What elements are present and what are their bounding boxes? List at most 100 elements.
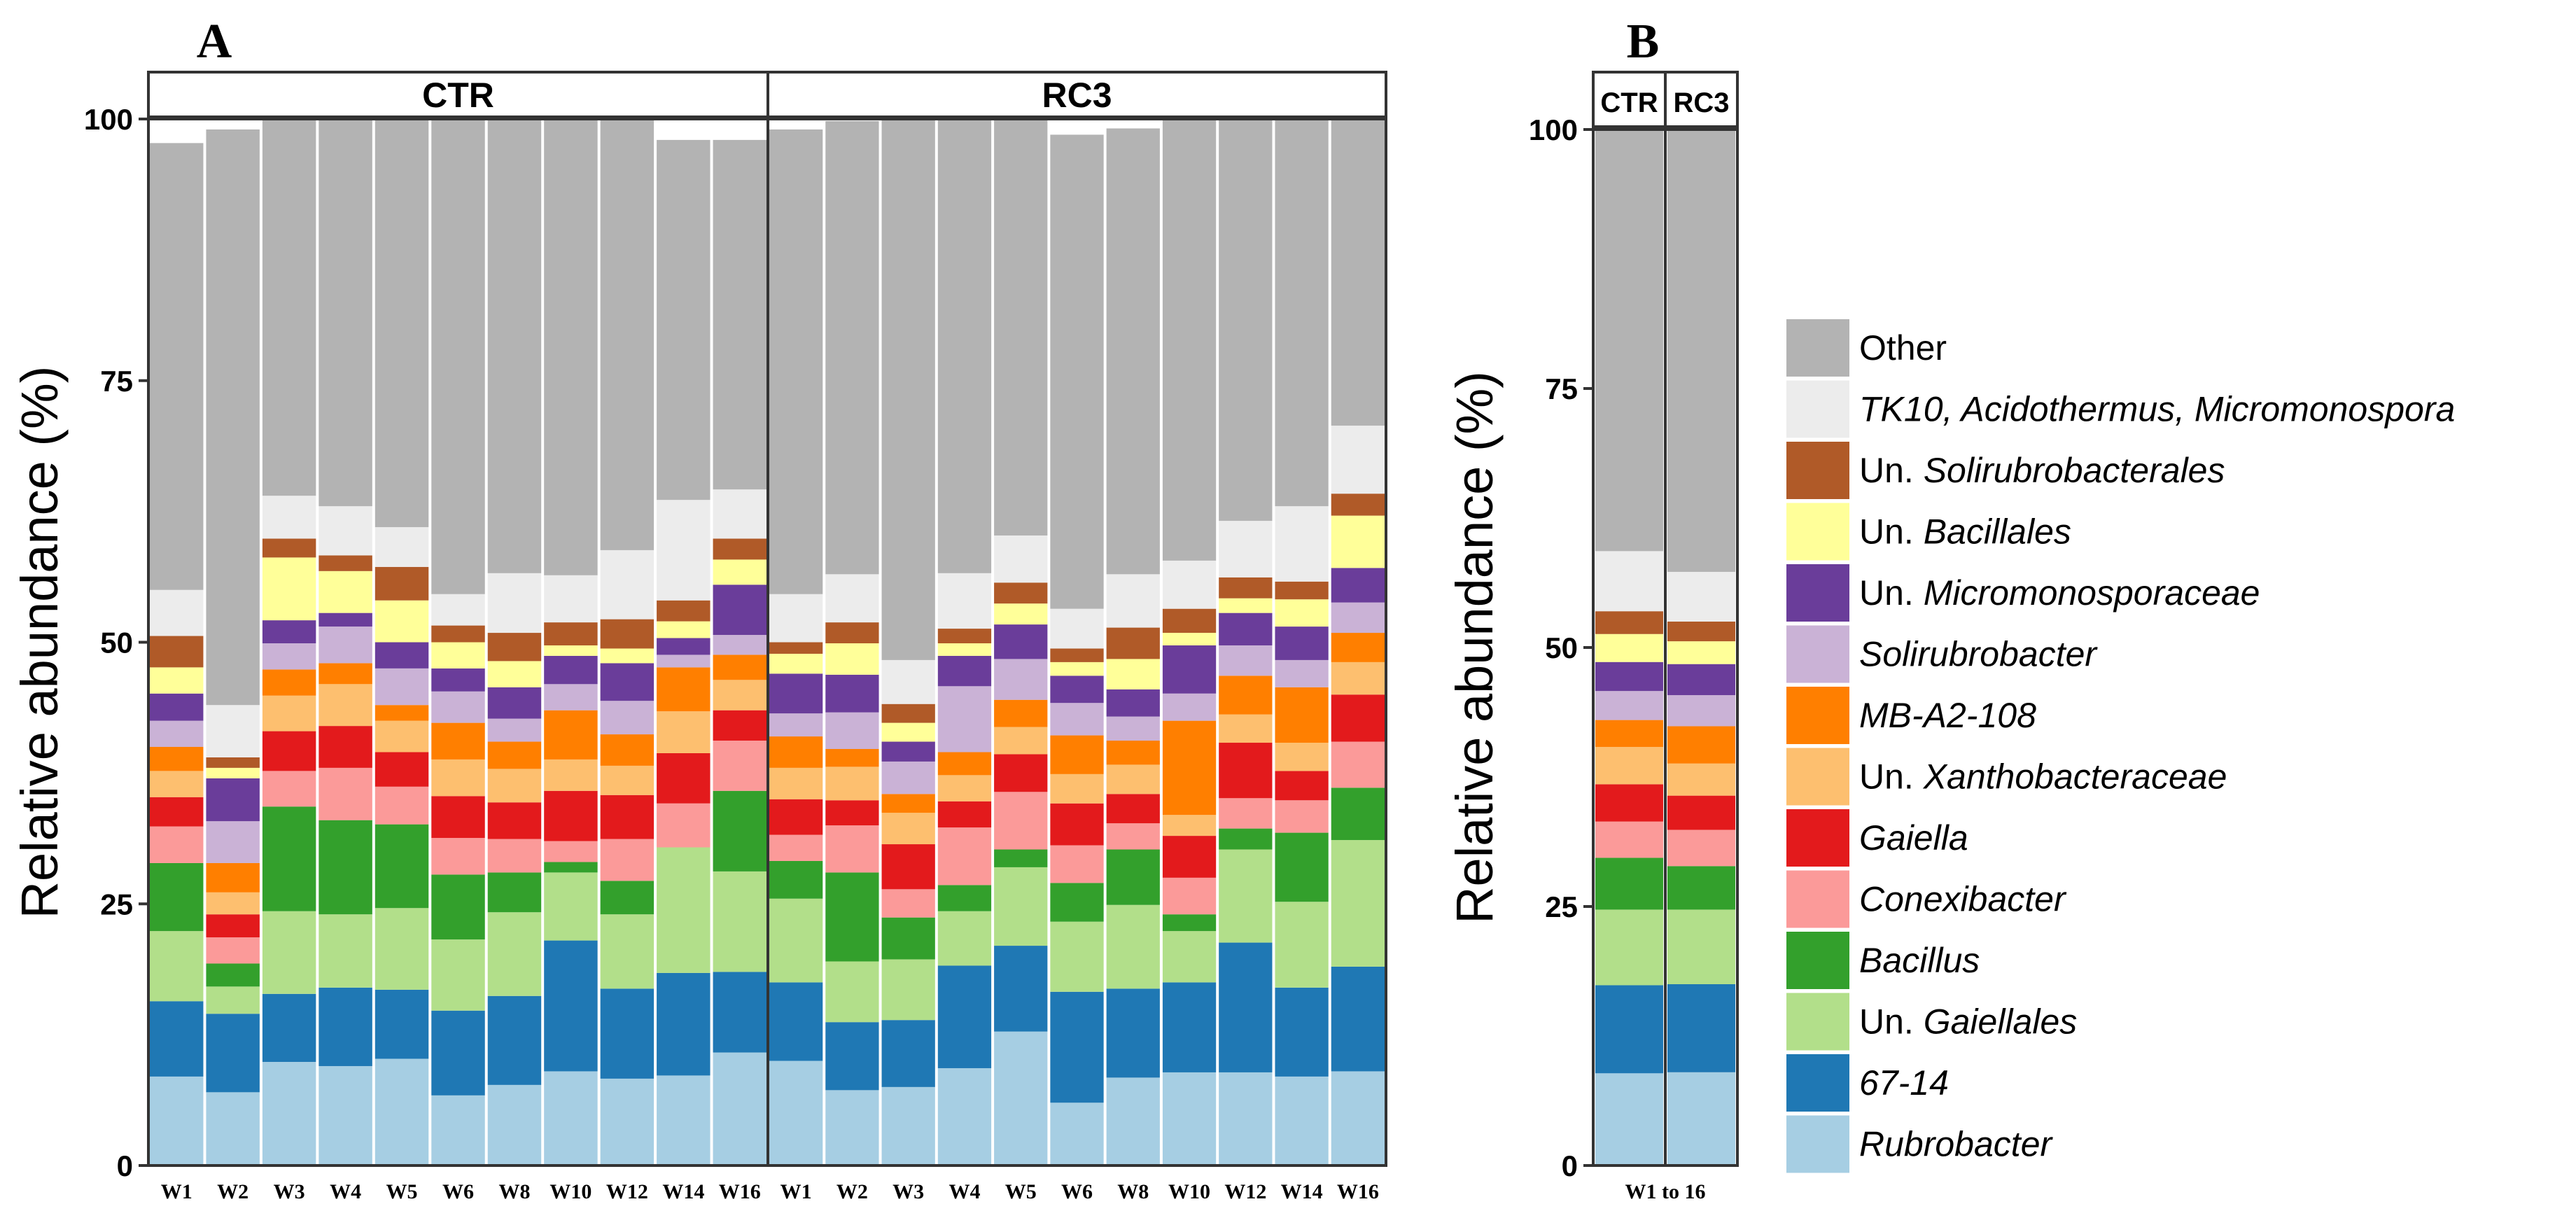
legend-text-2: Solirubrobacterales	[1924, 451, 2225, 490]
bar-segment-rc3-w14-s9	[1275, 626, 1329, 660]
bar-segment-rc3-w14-s13	[1275, 119, 1329, 507]
legend-swatch-0	[1786, 319, 1849, 377]
bar-segment-rc3-w4-s12	[937, 573, 992, 629]
bar-segment-rc3-w16-s5	[1331, 694, 1385, 742]
legend-swatch-13	[1786, 1115, 1849, 1173]
bar-segment-rc3-w3-s3	[881, 917, 935, 960]
bar-segment-ctr-w1-s10	[150, 667, 204, 694]
bar-segment-rc3-w14-s12	[1275, 506, 1329, 582]
bar-segment-ctr-w14-s8	[657, 654, 710, 668]
bar-segment-rc3-w4-s5	[937, 801, 992, 828]
bar-segment-rc3-w2-s3	[825, 872, 879, 962]
bar-segment-b-rc3-s13	[1667, 130, 1735, 572]
legend-text-3: Bacillales	[1924, 512, 2071, 552]
x-tick-rc3-w5: W5	[1005, 1180, 1037, 1203]
bar-segment-rc3-w5-s9	[994, 624, 1048, 659]
legend-swatch-7	[1786, 748, 1849, 806]
bar-segment-rc3-w3-s1	[881, 1020, 935, 1087]
bar-segment-ctr-w12-s12	[600, 550, 654, 620]
bar-segment-rc3-w1-s2	[769, 898, 823, 983]
bar-segment-rc3-w1-s3	[769, 860, 823, 899]
bar-segment-ctr-w5-s5	[374, 752, 429, 787]
legend-label-0: Other	[1859, 328, 1947, 368]
bar-segment-rc3-w1-s9	[769, 673, 823, 714]
bar-segment-ctr-w12-s5	[600, 794, 654, 839]
bar-segment-ctr-w3-s13	[262, 119, 316, 496]
bar-segment-ctr-w2-s11	[206, 757, 260, 768]
bar-segment-rc3-w14-s3	[1275, 832, 1329, 902]
x-tick-ctr-w16: W16	[719, 1180, 761, 1203]
bar-segment-ctr-w12-s10	[600, 648, 654, 664]
legend-label-13: Rubrobacter	[1859, 1125, 2053, 1164]
bar-segment-b-ctr-s9	[1595, 662, 1663, 692]
bar-segment-ctr-w10-s8	[544, 684, 598, 710]
bar-segment-ctr-w10-s3	[544, 862, 598, 873]
bar-segment-rc3-w6-s10	[1050, 662, 1104, 676]
bar-segment-ctr-w12-s0	[600, 1078, 654, 1166]
bar-segment-ctr-w6-s8	[431, 691, 485, 723]
bar-segment-rc3-w1-s8	[769, 713, 823, 737]
bar-segment-ctr-w2-s9	[206, 778, 260, 822]
bar-segment-ctr-w14-s11	[657, 600, 710, 622]
bar-segment-ctr-w12-s4	[600, 839, 654, 881]
x-tick-rc3-w2: W2	[836, 1180, 868, 1203]
bar-segment-ctr-w6-s11	[431, 625, 485, 643]
bar-segment-rc3-w16-s11	[1331, 493, 1385, 516]
bar-segment-rc3-w12-s2	[1219, 849, 1273, 943]
bar-segment-ctr-w5-s1	[374, 989, 429, 1059]
x-tick-rc3-w4: W4	[948, 1180, 980, 1203]
bar-segment-rc3-w5-s4	[994, 792, 1048, 850]
bar-segment-b-rc3-s4	[1667, 830, 1735, 867]
bar-segment-rc3-w5-s0	[994, 1031, 1048, 1166]
x-tick-b-w1-to-16: W1 to 16	[1625, 1180, 1706, 1203]
legend-swatch-9	[1786, 870, 1849, 928]
strip-rc3	[766, 71, 1387, 118]
bar-segment-ctr-w6-s13	[431, 119, 485, 594]
bar-segment-rc3-w14-s11	[1275, 581, 1329, 600]
bar-segment-ctr-w1-s8	[150, 720, 204, 747]
bar-segment-rc3-w1-s7	[769, 736, 823, 768]
legend-label-6: MB-A2-108	[1859, 696, 2036, 735]
bar-segment-ctr-w5-s12	[374, 527, 429, 567]
strip-b-rc3	[1664, 71, 1739, 128]
x-tick-ctr-w2: W2	[217, 1180, 248, 1203]
bar-segment-ctr-w5-s13	[374, 119, 429, 528]
bar-segment-rc3-w5-s7	[994, 699, 1048, 727]
y-tick-b-75: 75	[1545, 372, 1578, 405]
bar-segment-ctr-w6-s4	[431, 838, 485, 875]
bar-segment-ctr-w4-s0	[318, 1065, 372, 1166]
bar-segment-ctr-w10-s13	[544, 119, 598, 575]
bar-segment-ctr-w5-s6	[374, 720, 429, 752]
bar-segment-rc3-w12-s0	[1219, 1072, 1273, 1166]
bar-segment-rc3-w16-s3	[1331, 788, 1385, 841]
bar-segment-b-rc3-s12	[1667, 571, 1735, 622]
bar-segment-rc3-w2-s9	[825, 674, 879, 713]
bar-segment-b-ctr-s13	[1595, 130, 1663, 552]
bar-segment-rc3-w8-s8	[1106, 716, 1160, 741]
bar-segment-ctr-w3-s11	[262, 538, 316, 558]
legend-swatch-6	[1786, 687, 1849, 744]
legend-label-5: Solirubrobacter	[1859, 635, 2098, 674]
bar-segment-ctr-w12-s11	[600, 619, 654, 649]
bar-segment-ctr-w4-s12	[318, 506, 372, 556]
bar-segment-rc3-w1-s1	[769, 982, 823, 1061]
bar-segment-ctr-w16-s7	[713, 654, 766, 680]
bar-segment-ctr-w8-s4	[487, 839, 542, 873]
bar-segment-rc3-w3-s11	[881, 704, 935, 723]
bar-segment-rc3-w8-s11	[1106, 627, 1160, 659]
bar-segment-ctr-w6-s10	[431, 642, 485, 668]
bar-segment-rc3-w3-s5	[881, 844, 935, 890]
bar-segment-b-ctr-s12	[1595, 551, 1663, 612]
bar-segment-ctr-w16-s11	[713, 538, 766, 560]
bar-segment-b-ctr-s3	[1595, 858, 1663, 910]
bar-segment-b-rc3-s0	[1667, 1072, 1735, 1166]
bar-segment-ctr-w8-s6	[487, 769, 542, 803]
bar-segment-ctr-w4-s11	[318, 555, 372, 571]
bar-segment-ctr-w8-s13	[487, 119, 542, 573]
bar-segment-rc3-w6-s11	[1050, 648, 1104, 662]
bar-segment-ctr-w4-s8	[318, 626, 372, 664]
bar-segment-rc3-w8-s13	[1106, 128, 1160, 575]
bar-segment-rc3-w10-s8	[1162, 693, 1217, 721]
bar-segment-rc3-w14-s4	[1275, 800, 1329, 833]
bar-segment-rc3-w6-s13	[1050, 134, 1104, 609]
